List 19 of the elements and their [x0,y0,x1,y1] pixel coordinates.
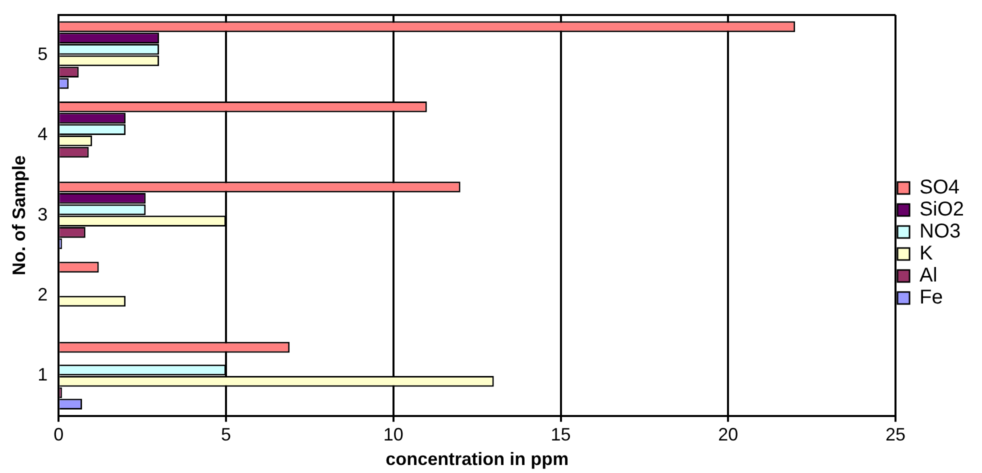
legend-label: SO4 [920,176,960,199]
y-axis-title: No. of Sample [8,155,29,276]
x-tick-label: 25 [886,424,906,445]
y-tick-label: 3 [38,204,48,224]
legend-label: NO3 [920,220,961,243]
legend-label: Fe [920,286,943,309]
y-tick-label: 5 [38,44,48,64]
x-tick-label: 20 [718,424,738,445]
legend-label: SiO2 [920,198,964,221]
x-tick-label: 0 [54,424,64,445]
legend-label: K [920,242,934,265]
x-tick-label: 15 [550,424,571,445]
x-tick-label: 10 [383,424,404,445]
legend-label: Al [920,264,938,287]
x-tick-label: 5 [220,424,232,445]
y-tick-label: 2 [38,284,48,305]
x-axis-title: concentration in ppm [386,449,569,470]
y-tick-label: 1 [38,364,48,385]
y-tick-label: 4 [38,124,48,144]
